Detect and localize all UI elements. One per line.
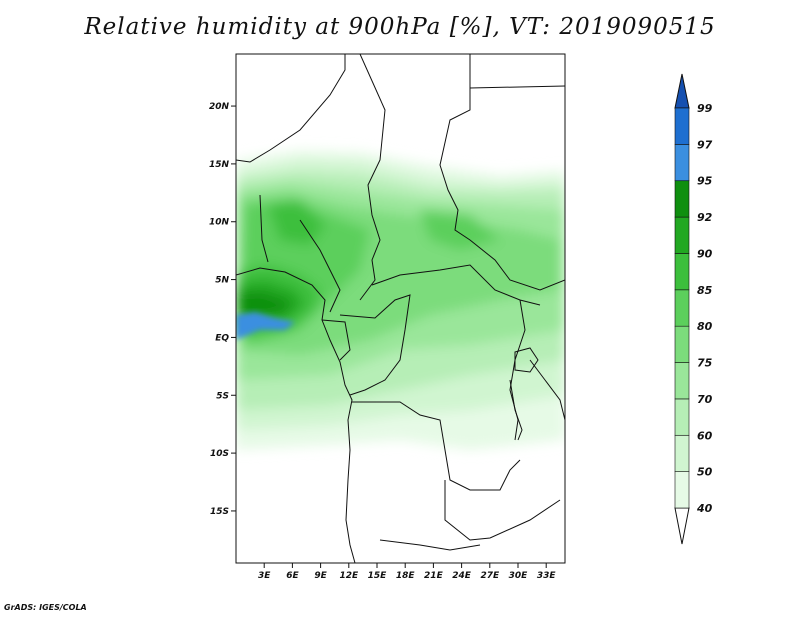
lat-label: 15N: [209, 160, 230, 170]
lon-label: 24E: [452, 571, 472, 581]
lat-label: 10N: [209, 218, 230, 228]
colorbar-label: 90: [697, 247, 713, 260]
colorbar-label: 85: [697, 284, 713, 297]
border-congo: [339, 294, 411, 396]
colorbar-label: 50: [697, 466, 713, 479]
humidity-band-97: [236, 312, 295, 340]
colorbar-segment: [674, 289, 690, 327]
colorbar-bottom-arrow: [674, 507, 690, 545]
latitude-axis: 20N 15N 10N 5N EQ 5S 10S 15S: [209, 102, 236, 517]
colorbar-label: 60: [697, 429, 713, 442]
colorbar-segment: [674, 325, 690, 363]
plot-title: Relative humidity at 900hPa [%], VT: 201…: [84, 14, 716, 40]
longitude-axis: 3E 6E 9E 12E 15E 18E 21E 24E 27E 30E 33E: [258, 563, 556, 581]
border-chad-east: [439, 54, 565, 291]
colorbar-segment: [674, 107, 690, 145]
map-border: [235, 53, 566, 564]
lon-label: 6E: [286, 571, 299, 581]
colorbar-label: 92: [697, 211, 713, 224]
lake-tanganyika: [509, 379, 523, 441]
colorbar-label: 99: [697, 102, 713, 115]
humidity-band-95: [236, 292, 292, 315]
lake-victoria: [514, 347, 539, 373]
colorbar-top-arrow: [674, 73, 690, 109]
lat-label: 5N: [215, 276, 229, 286]
grads-credit: GrADS: IGES/COLA: [4, 603, 87, 612]
lon-label: 9E: [314, 571, 327, 581]
colorbar: 40 50 60 70 75 80 85 90 92 95 97 99: [674, 73, 713, 545]
colorbar-label: 95: [697, 175, 713, 188]
border-drc-south: [352, 401, 521, 491]
colorbar-segment: [674, 216, 690, 254]
lat-label: 5S: [216, 391, 229, 401]
colorbar-segment: [674, 434, 690, 472]
border-libya-sudan: [469, 85, 565, 89]
lat-label: EQ: [215, 333, 229, 343]
lon-label: 3E: [258, 571, 271, 581]
country-borders: [236, 54, 565, 563]
colorbar-label: 80: [697, 320, 713, 333]
border-cameroon: [299, 219, 341, 313]
colorbar-segment: [674, 362, 690, 400]
lat-label: 15S: [210, 507, 229, 517]
colorbar-segment: [674, 180, 690, 218]
lon-label: 21E: [424, 571, 444, 581]
lat-label: 20N: [209, 102, 230, 112]
border-east-africa: [529, 359, 565, 421]
border-south: [379, 539, 481, 551]
border-nigeria: [259, 194, 269, 263]
lon-label: 15E: [368, 571, 388, 581]
colorbar-segment: [674, 471, 690, 509]
border-angola-zambia: [444, 480, 561, 541]
humidity-high: [236, 312, 295, 340]
lon-label: 18E: [396, 571, 416, 581]
border-chad-west: [359, 54, 386, 301]
lon-label: 12E: [339, 571, 359, 581]
colorbar-label: 70: [697, 393, 713, 406]
colorbar-segment: [674, 144, 690, 182]
colorbar-segment: [674, 398, 690, 436]
colorbar-label: 97: [697, 138, 713, 151]
humidity-band-85b: [420, 210, 500, 250]
lon-label: 33E: [537, 571, 557, 581]
lon-label: 30E: [509, 571, 529, 581]
lon-label: 27E: [480, 571, 500, 581]
border-drc-east: [509, 299, 526, 441]
colorbar-label: 75: [697, 357, 713, 370]
humidity-field: [236, 150, 565, 450]
coastline-west: [236, 267, 356, 563]
humidity-band-90b: [268, 200, 325, 245]
map-frame: [236, 54, 565, 563]
colorbar-label: 40: [696, 502, 713, 515]
lat-label: 10S: [210, 449, 229, 459]
colorbar-segment: [674, 253, 690, 291]
border-gabon: [321, 319, 351, 361]
border-sahel: [236, 54, 346, 163]
